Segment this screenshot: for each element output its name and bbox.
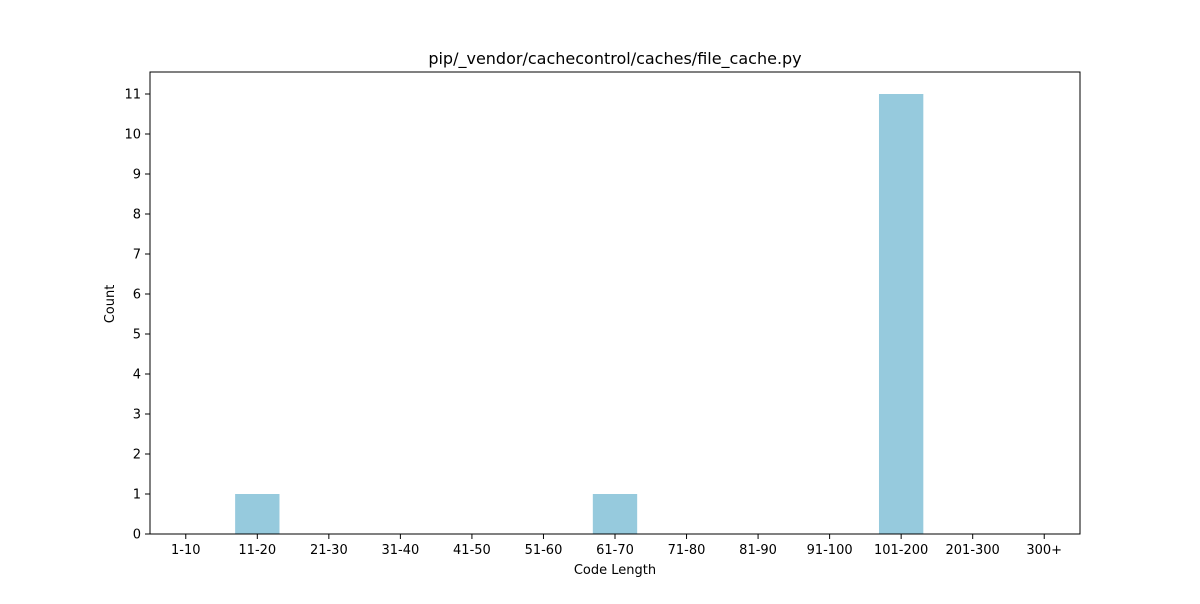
x-tick-label-91-100: 91-100 (807, 543, 853, 558)
x-tick-label-300+: 300+ (1026, 543, 1062, 558)
y-tick-label-0: 0 (133, 528, 141, 543)
y-tick-label-10: 10 (124, 128, 141, 143)
y-tick-label-4: 4 (133, 368, 141, 383)
bar-61-70 (592, 494, 638, 534)
y-tick-label-3: 3 (133, 408, 141, 423)
x-tick-label-11-20: 11-20 (238, 543, 276, 558)
y-tick-label-1: 1 (133, 488, 141, 503)
x-tick-label-61-70: 61-70 (596, 543, 634, 558)
x-tick-label-41-50: 41-50 (453, 543, 491, 558)
x-tick-label-21-30: 21-30 (310, 543, 348, 558)
x-tick-label-51-60: 51-60 (525, 543, 563, 558)
axes-layer: 0 1 2 3 4 5 6 7 8 9 10 11 1-10 11-20 21-30 31-40 41-50 51… (124, 71, 1081, 558)
bars-layer (235, 94, 924, 534)
y-tick-label-6: 6 (133, 288, 141, 303)
chart-title: pip/_vendor/cachecontrol/caches/file_cac… (428, 49, 801, 69)
y-tick-label-7: 7 (133, 248, 141, 263)
y-tick-label-8: 8 (133, 208, 141, 223)
y-tick-label-5: 5 (133, 328, 141, 343)
x-tick-label-201-300: 201-300 (946, 543, 1000, 558)
x-tick-label-101-200: 101-200 (874, 543, 928, 558)
x-axis-label: Code Length (574, 563, 656, 578)
y-tick-label-2: 2 (133, 448, 141, 463)
y-axis-label: Count (103, 285, 118, 324)
x-tick-label-1-10: 1-10 (171, 543, 201, 558)
bar-101-200 (878, 94, 924, 534)
y-tick-label-11: 11 (124, 88, 141, 103)
y-tick-label-9: 9 (133, 168, 141, 183)
bar-11-20 (235, 494, 280, 534)
x-tick-label-81-90: 81-90 (739, 543, 777, 558)
plot-frame (149, 71, 1081, 535)
x-tick-label-71-80: 71-80 (668, 543, 706, 558)
x-tick-label-31-40: 31-40 (381, 543, 419, 558)
